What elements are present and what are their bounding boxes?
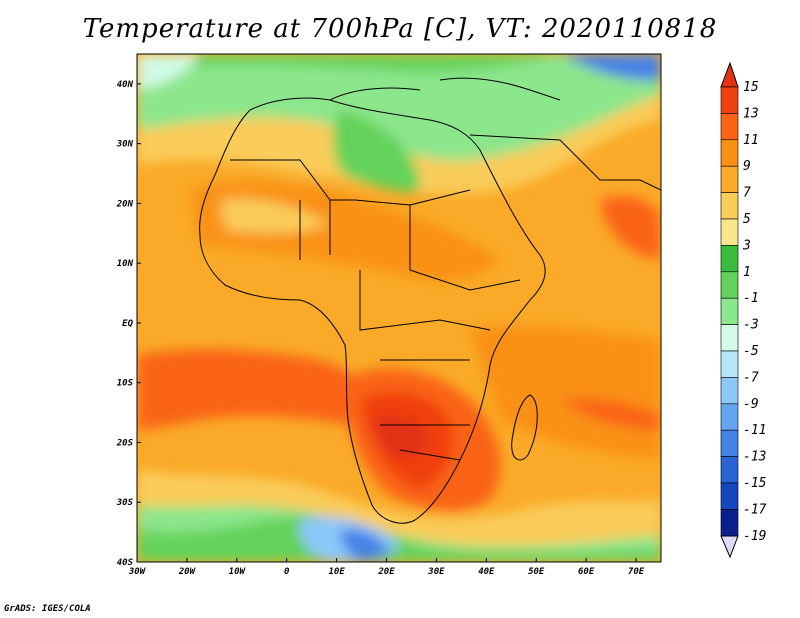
colorbar-label: 15 xyxy=(743,80,759,95)
colorbar-label: -13 xyxy=(743,450,766,465)
coastlines xyxy=(199,77,661,524)
colorbar-label: 7 xyxy=(743,186,751,201)
lon-tick-label: 20W xyxy=(178,567,197,577)
colorbar-swatch xyxy=(720,113,739,141)
colorbar-label: 13 xyxy=(743,106,759,121)
colorbar-label: 3 xyxy=(742,238,751,253)
colorbar-swatch xyxy=(720,245,739,273)
lat-tick-label: EQ xyxy=(122,319,133,329)
colorbar-label: -17 xyxy=(743,502,767,517)
lat-tick-label: 40S xyxy=(117,558,134,568)
colorbar-label: -9 xyxy=(743,397,759,412)
colorbar-swatch xyxy=(720,165,739,193)
grads-credit: GrADS: IGES/COLA xyxy=(4,604,91,614)
colorbar-swatch xyxy=(720,403,739,431)
latitude-axis: 40N 30N 20N 10N EQ 10S 20S 30S 40S xyxy=(116,80,141,568)
colorbar-overflow-triangle xyxy=(720,61,739,88)
colorbar-label: 5 xyxy=(743,212,751,227)
lat-tick-label: 10N xyxy=(117,259,134,269)
lon-tick-label: 70E xyxy=(628,567,645,577)
colorbar: 15 13 11 9 7 5 3 1 -1 -3 -5 -7 -9 -11 -13 -15 -17 -19 xyxy=(720,61,767,559)
colorbar-swatch xyxy=(720,377,739,405)
colorbar-label: -19 xyxy=(743,529,766,544)
colorbar-label: 1 xyxy=(743,265,751,280)
colorbar-underflow-triangle xyxy=(720,535,739,559)
colorbar-swatch xyxy=(720,429,739,457)
lon-tick-label: 10W xyxy=(229,567,247,577)
lat-tick-label: 40N xyxy=(117,80,134,90)
lon-tick-label: 60E xyxy=(578,567,595,577)
colorbar-swatch xyxy=(720,456,739,484)
temperature-field xyxy=(137,54,661,562)
colorbar-swatch xyxy=(720,139,739,167)
colorbar-swatch xyxy=(720,271,739,299)
map-frame xyxy=(136,53,662,563)
map-title: Temperature at 700hPa [C], VT: 202011081… xyxy=(82,14,718,44)
lat-tick-label: 10S xyxy=(117,379,134,389)
colorbar-swatch xyxy=(720,86,739,114)
lon-tick-label: 20E xyxy=(377,567,395,577)
lon-tick-label: 10E xyxy=(328,567,345,577)
lat-tick-label: 30S xyxy=(116,498,134,508)
longitude-axis: 30W 20W 10W 0 10E 20E 30E 40E 50E 60E 70E xyxy=(128,558,645,577)
colorbar-swatch xyxy=(720,218,739,246)
lon-tick-label: 40E xyxy=(478,567,495,577)
colorbar-swatch xyxy=(720,482,739,510)
lat-tick-label: 30N xyxy=(116,140,134,150)
lon-tick-label: 30E xyxy=(427,567,445,577)
colorbar-swatch xyxy=(720,324,739,352)
colorbar-swatch xyxy=(720,509,739,537)
colorbar-label: 11 xyxy=(743,133,759,148)
colorbar-label: -15 xyxy=(743,476,767,491)
colorbar-label: -3 xyxy=(743,318,759,333)
colorbar-label: -7 xyxy=(743,370,759,385)
lat-tick-label: 20N xyxy=(116,199,134,209)
colorbar-label: -5 xyxy=(743,344,759,359)
colorbar-label: 9 xyxy=(743,159,751,174)
colorbar-label: -1 xyxy=(743,291,759,306)
colorbar-swatch xyxy=(720,297,739,325)
lon-tick-label: 30W xyxy=(128,567,147,577)
colorbar-label: -11 xyxy=(743,423,766,438)
lon-tick-label: 0 xyxy=(284,567,290,577)
colorbar-swatch xyxy=(720,192,739,220)
lat-tick-label: 20S xyxy=(116,438,134,448)
colorbar-swatch xyxy=(720,350,739,378)
lon-tick-label: 50E xyxy=(528,567,545,577)
